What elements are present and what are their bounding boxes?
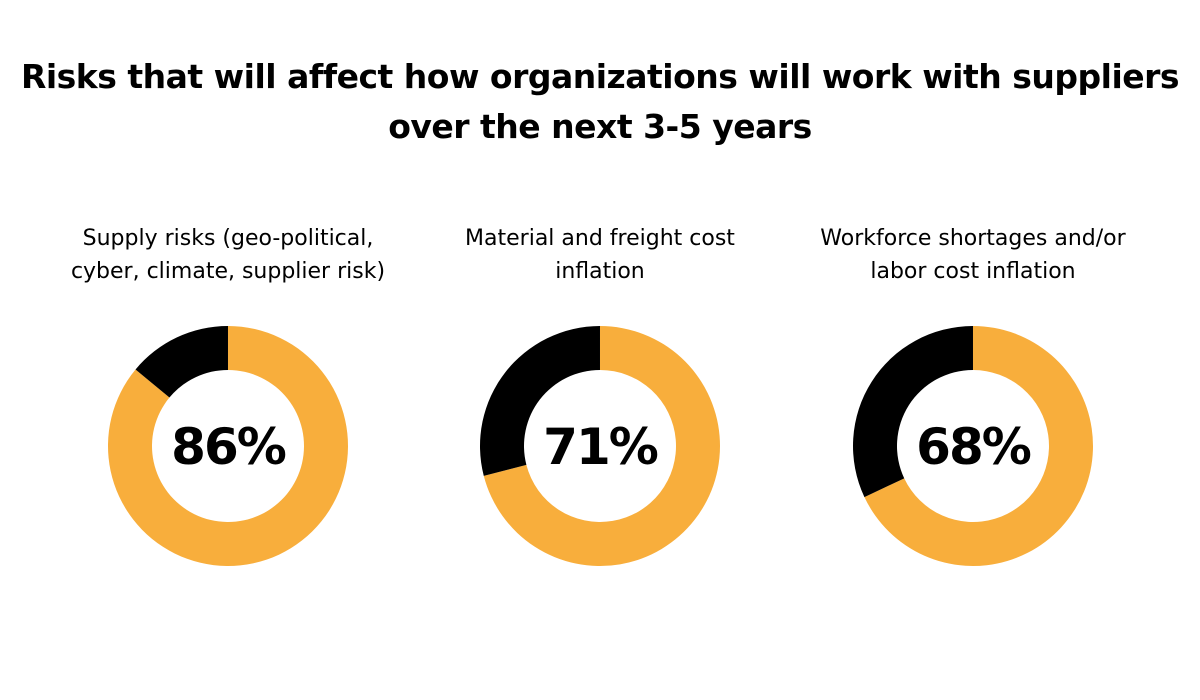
donut-value-label: 86%: [171, 418, 286, 476]
donut-segment-value: [108, 326, 348, 566]
donut-value-label: 68%: [916, 418, 1031, 476]
donut-segment-remainder: [853, 326, 973, 498]
donut-segment-remainder: [135, 326, 228, 398]
donut-segment-remainder: [480, 326, 600, 476]
donut-label-2: Material and freight cost inflation: [465, 226, 735, 284]
donut-label-3: Workforce shortages and/or labor cost in…: [820, 226, 1126, 284]
chart-title: Risks that will affect how organizations…: [20, 57, 1180, 146]
donut-segment-value: [483, 326, 721, 567]
donut-value-label: 71%: [543, 418, 658, 476]
donut-label-1: Supply risks (geo-political, cyber, clim…: [70, 226, 386, 284]
donut-segment-value: [864, 326, 1093, 566]
